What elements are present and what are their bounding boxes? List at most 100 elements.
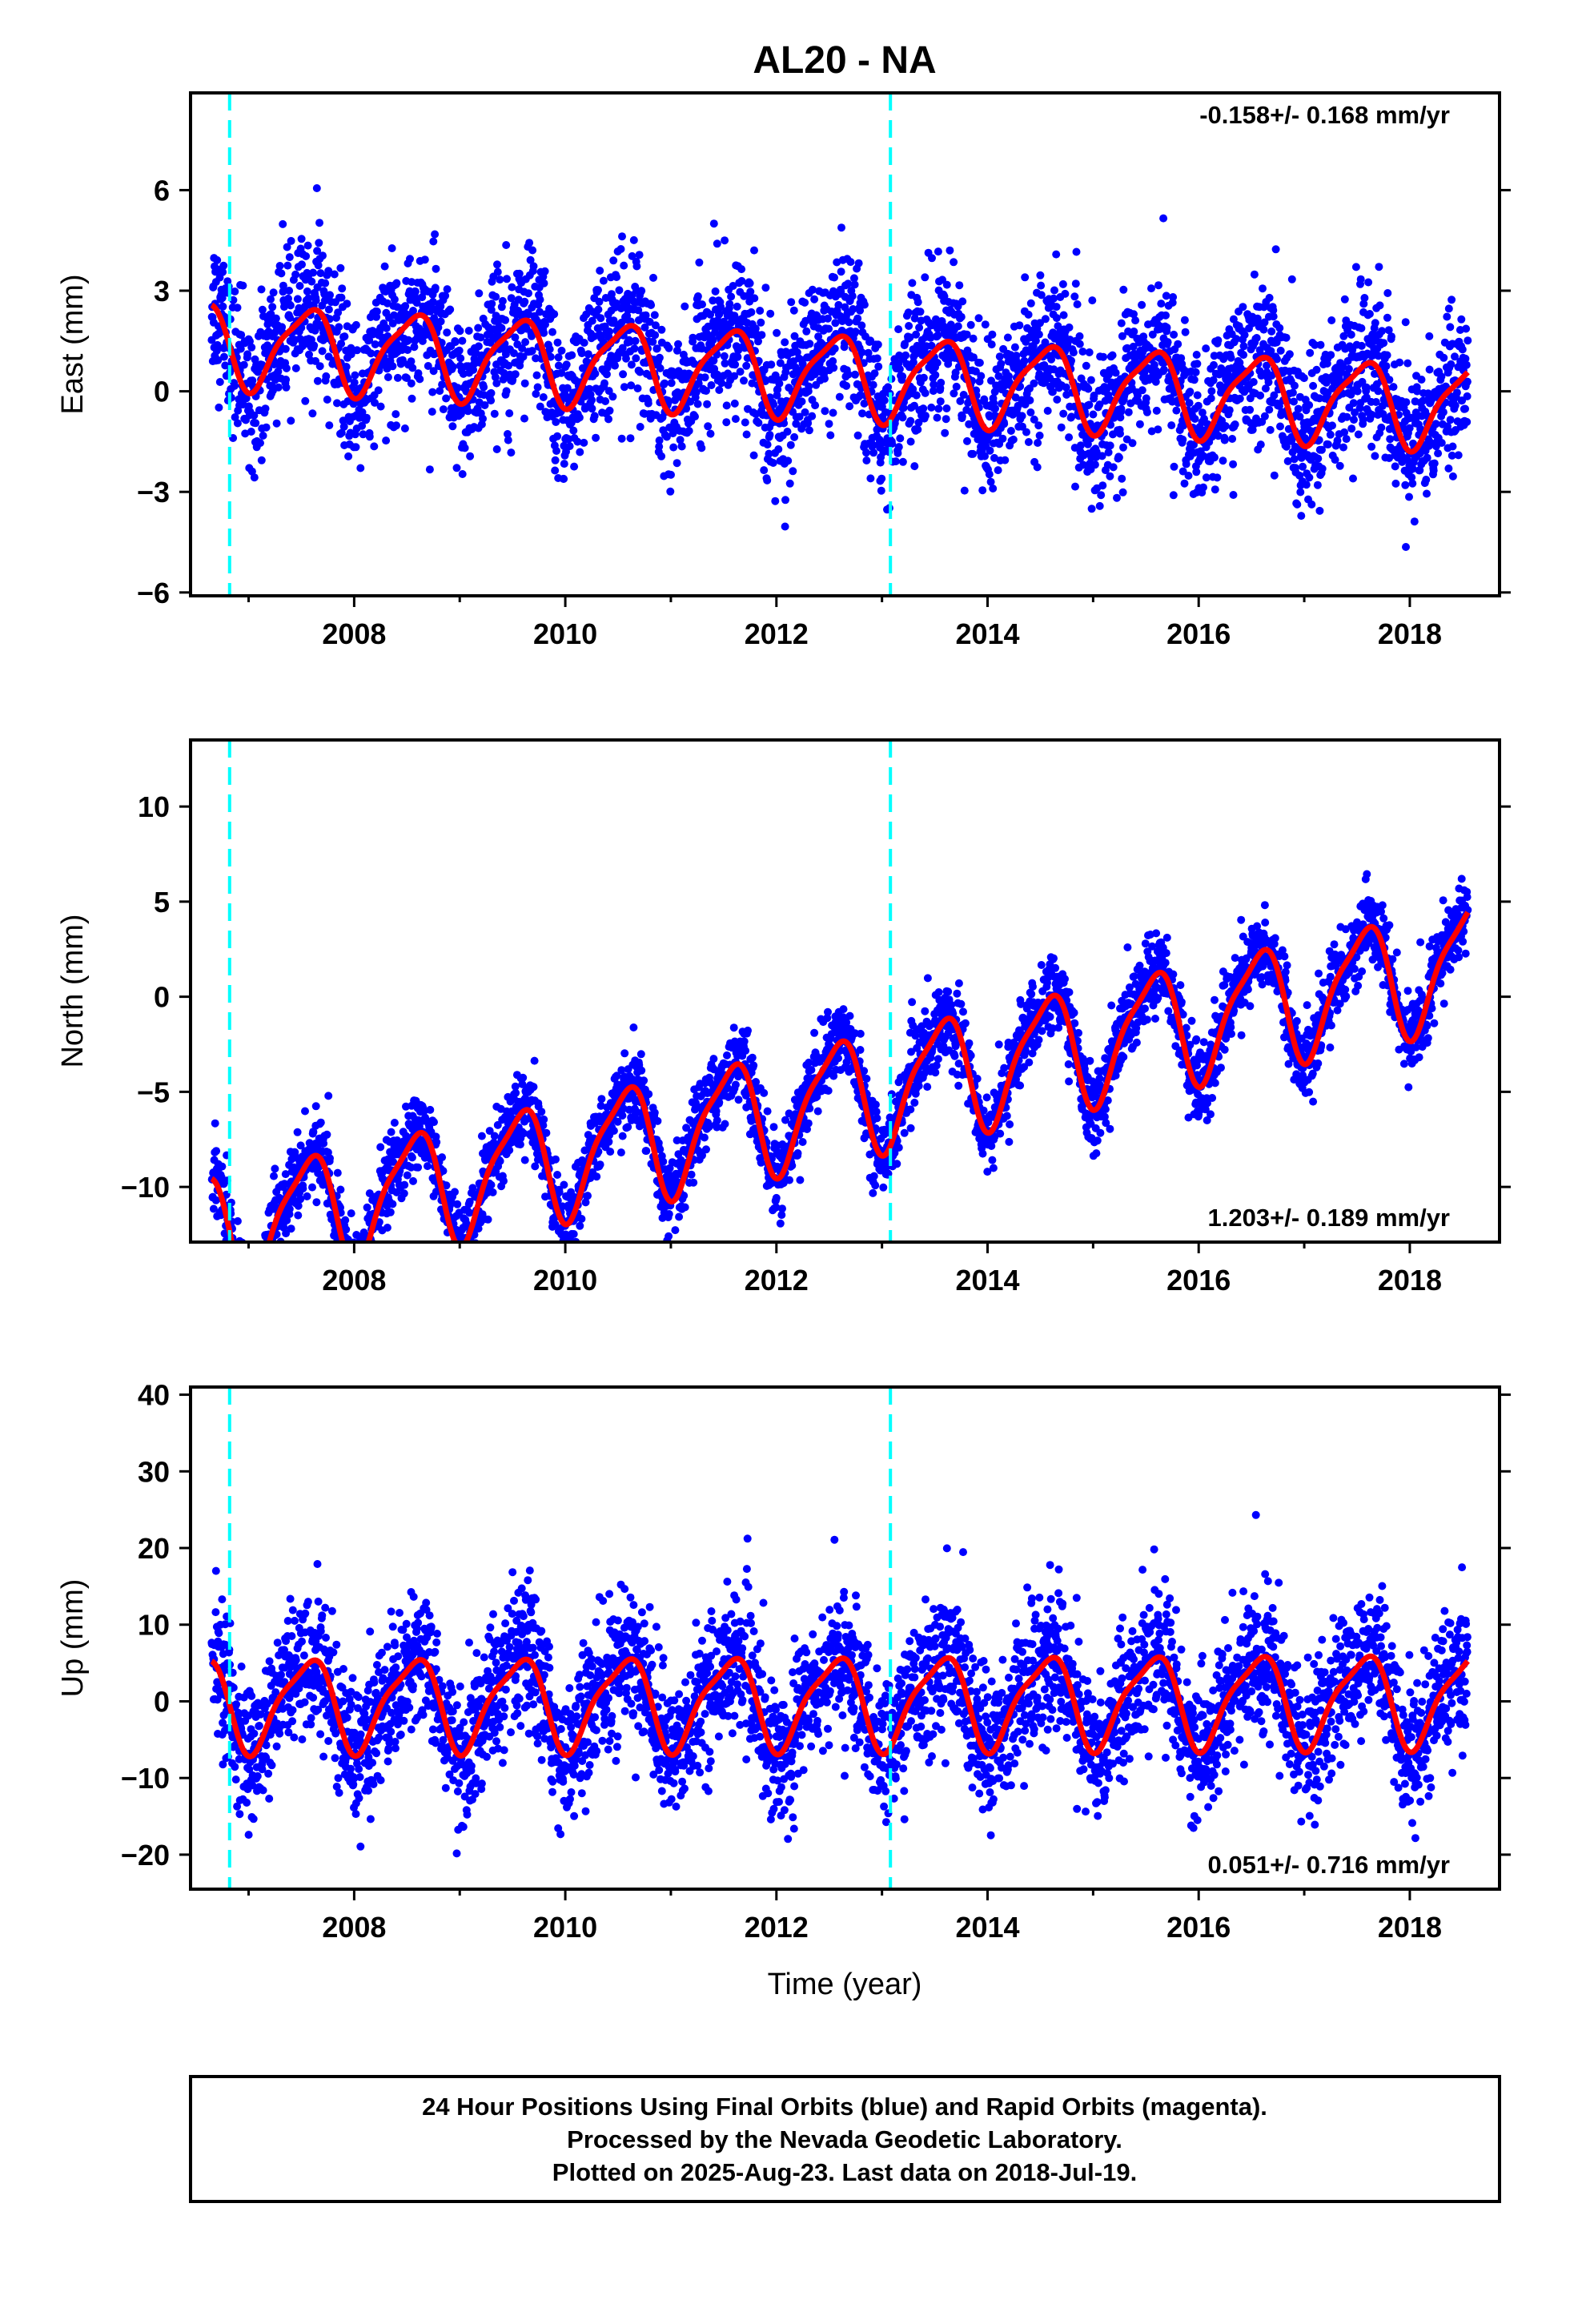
- data-point: [1462, 360, 1471, 369]
- data-point: [1383, 289, 1392, 297]
- data-point: [808, 412, 817, 420]
- data-point: [291, 364, 300, 372]
- data-point: [657, 325, 666, 334]
- data-point: [356, 464, 365, 472]
- data-point: [592, 433, 600, 442]
- data-point: [655, 436, 664, 444]
- data-point: [931, 371, 940, 380]
- data-point: [372, 308, 381, 316]
- data-point: [426, 1105, 435, 1114]
- data-point: [239, 1258, 247, 1266]
- data-point: [219, 261, 228, 270]
- data-point: [1190, 376, 1199, 384]
- data-point: [765, 449, 773, 458]
- data-point: [1072, 247, 1081, 256]
- data-point: [706, 310, 715, 319]
- data-point: [910, 462, 919, 471]
- data-point: [391, 410, 400, 419]
- data-point: [501, 316, 510, 324]
- data-point: [1118, 488, 1127, 497]
- data-point: [797, 397, 806, 406]
- data-point: [1265, 293, 1274, 302]
- data-point: [1328, 421, 1336, 430]
- data-point: [767, 360, 776, 369]
- data-point: [1225, 372, 1234, 380]
- data-point: [350, 378, 359, 387]
- data-point: [503, 275, 511, 283]
- data-point: [937, 378, 946, 387]
- data-point: [921, 273, 930, 282]
- data-point: [291, 270, 300, 279]
- data-point: [401, 302, 410, 311]
- data-point: [554, 361, 563, 370]
- data-point: [1071, 482, 1079, 491]
- data-point: [1163, 338, 1172, 347]
- data-point: [258, 305, 267, 314]
- data-point: [717, 379, 726, 388]
- data-point: [1178, 467, 1187, 476]
- data-point: [247, 1301, 255, 1309]
- data-point: [905, 322, 913, 330]
- data-point: [560, 475, 568, 483]
- data-point: [505, 409, 514, 418]
- data-point: [1364, 278, 1373, 287]
- data-point: [1159, 214, 1168, 223]
- data-point: [515, 269, 524, 278]
- data-point: [1209, 376, 1218, 384]
- data-point: [1287, 275, 1296, 283]
- data-point: [298, 260, 306, 269]
- data-point: [676, 436, 685, 444]
- data-point: [652, 344, 661, 353]
- data-point: [295, 282, 304, 290]
- data-point: [1069, 348, 1078, 357]
- data-point: [1447, 360, 1456, 368]
- data-point: [1095, 501, 1104, 510]
- data-point: [428, 408, 436, 416]
- data-point: [1036, 271, 1045, 279]
- data-point: [620, 383, 628, 392]
- data-point: [725, 300, 734, 308]
- data-point: [365, 1248, 373, 1256]
- data-point: [596, 314, 605, 323]
- data-point: [529, 1083, 538, 1092]
- data-point: [231, 1265, 239, 1273]
- data-point: [790, 332, 799, 340]
- data-point: [1444, 464, 1453, 472]
- data-point: [622, 354, 630, 363]
- data-point: [241, 429, 250, 438]
- data-point: [956, 396, 965, 405]
- data-point: [805, 382, 813, 391]
- data-point: [504, 436, 512, 444]
- data-point: [542, 1128, 551, 1137]
- data-point: [245, 1273, 253, 1281]
- data-point: [1276, 346, 1285, 355]
- data-point: [588, 316, 596, 325]
- data-point: [436, 387, 444, 396]
- data-point: [1437, 372, 1446, 381]
- data-point: [351, 1252, 359, 1261]
- data-point: [540, 328, 548, 337]
- data-point: [1087, 505, 1096, 513]
- data-point: [1211, 485, 1219, 494]
- data-point: [568, 351, 576, 360]
- data-point: [338, 1245, 346, 1253]
- data-point: [256, 1265, 264, 1273]
- data-point: [243, 1303, 251, 1311]
- data-point: [1462, 324, 1471, 333]
- data-point: [899, 404, 908, 412]
- data-point: [556, 1247, 564, 1255]
- data-point: [1181, 328, 1190, 336]
- figure-title: AL20 - NA: [753, 39, 936, 82]
- data-point: [239, 281, 247, 290]
- data-point: [576, 448, 584, 456]
- data-point: [635, 251, 644, 259]
- data-point: [490, 1132, 499, 1140]
- data-point: [750, 246, 758, 255]
- data-point: [706, 429, 715, 438]
- data-point: [1117, 319, 1126, 328]
- data-point: [741, 418, 749, 427]
- data-point: [257, 1267, 265, 1275]
- data-point: [340, 332, 349, 341]
- data-point: [475, 289, 484, 298]
- data-point: [283, 243, 291, 251]
